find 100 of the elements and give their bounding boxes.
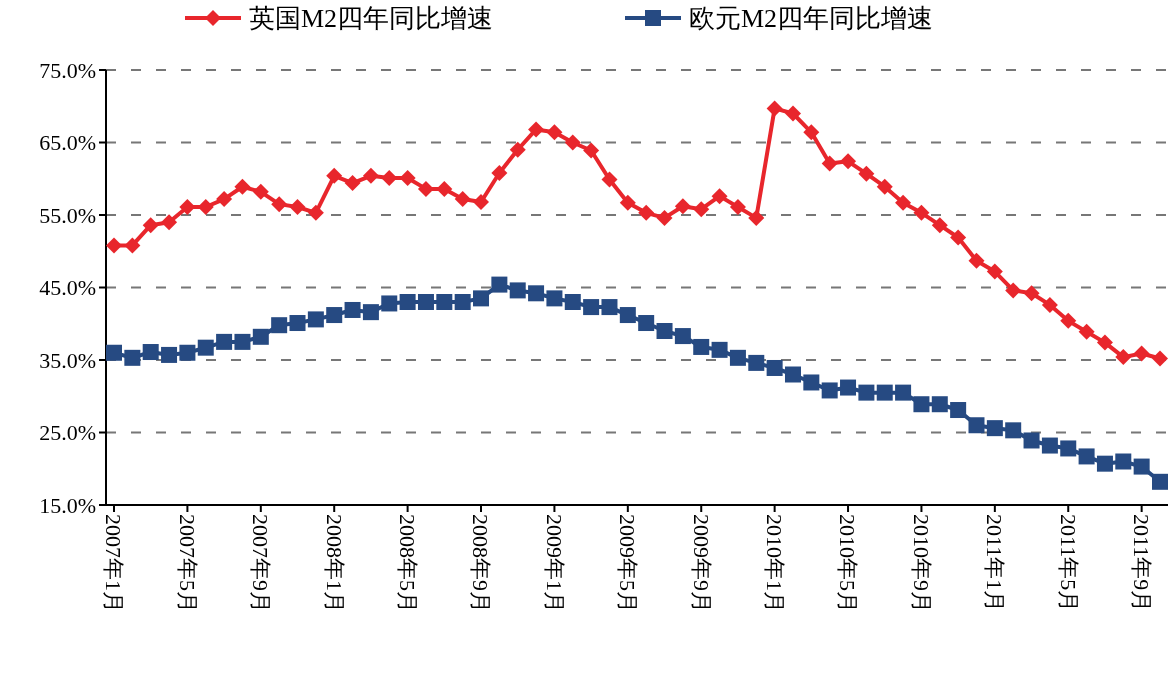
y-tick-label: 75.0% [39, 57, 96, 83]
point [803, 374, 820, 391]
point [784, 366, 801, 383]
point [252, 328, 269, 345]
point [1152, 350, 1168, 367]
point [656, 323, 673, 339]
point [161, 214, 178, 231]
point [399, 170, 416, 187]
point [895, 384, 912, 401]
x-tick-label: 2011年5月 [1055, 514, 1081, 613]
x-tick-label: 2010年1月 [761, 514, 787, 613]
point [124, 237, 141, 254]
point [1152, 473, 1168, 490]
legend-label: 英国M2四年同比增速 [249, 4, 494, 34]
y-tick-label: 25.0% [39, 420, 96, 446]
point [674, 198, 691, 215]
point [362, 304, 379, 321]
point [766, 359, 783, 376]
point [840, 153, 857, 170]
point [1041, 296, 1058, 313]
point [124, 349, 141, 366]
point [913, 396, 930, 413]
point [821, 155, 838, 172]
point [858, 384, 875, 401]
point [142, 217, 159, 234]
point [417, 294, 434, 310]
x-tick-label: 2007年5月 [174, 514, 200, 613]
point [1096, 334, 1113, 351]
point [803, 124, 820, 141]
point [509, 141, 526, 158]
point [821, 382, 838, 399]
point [619, 307, 636, 324]
point [326, 167, 343, 184]
point [748, 354, 765, 371]
point [1023, 432, 1040, 449]
point [473, 290, 490, 307]
point [1005, 422, 1022, 439]
point [986, 263, 1003, 280]
y-tick-label: 65.0% [39, 130, 96, 156]
point [1060, 440, 1077, 457]
point [234, 178, 251, 195]
point [106, 344, 122, 361]
point [289, 199, 306, 216]
point [913, 204, 930, 221]
point [362, 167, 379, 184]
point [417, 180, 434, 197]
point [381, 170, 398, 187]
point [968, 417, 985, 434]
point [729, 199, 746, 216]
point [1133, 345, 1150, 362]
x-tick-label: 2008年5月 [394, 514, 420, 613]
point [638, 315, 655, 332]
point [601, 299, 618, 316]
point [271, 196, 288, 213]
point [950, 402, 967, 419]
point [1115, 453, 1132, 470]
point [344, 301, 361, 318]
point [1041, 437, 1058, 454]
point [473, 193, 490, 210]
y-tick-label: 45.0% [39, 275, 96, 301]
point [1060, 312, 1077, 329]
point [693, 201, 710, 218]
point [784, 105, 801, 122]
point [234, 333, 251, 350]
x-tick-label: 2009年1月 [541, 514, 567, 613]
point [1023, 285, 1040, 302]
point [179, 199, 196, 216]
point [252, 183, 269, 200]
point [454, 294, 471, 310]
point [1115, 349, 1132, 366]
point [583, 142, 600, 159]
point [656, 209, 673, 226]
point [142, 344, 159, 361]
point [840, 379, 857, 396]
point [528, 285, 545, 302]
point [344, 175, 361, 192]
x-tick-label: 2008年1月 [321, 514, 347, 613]
point [307, 204, 324, 221]
point [748, 209, 765, 226]
point [674, 328, 691, 345]
point [601, 171, 618, 188]
y-tick-label: 35.0% [39, 347, 96, 373]
point [876, 178, 893, 195]
point [454, 191, 471, 208]
point [491, 276, 508, 293]
point [546, 124, 563, 141]
point [399, 294, 416, 310]
point [106, 237, 122, 254]
point [638, 204, 655, 221]
point [326, 307, 343, 324]
point [711, 341, 728, 358]
point [564, 294, 581, 310]
x-tick-label: 2008年9月 [468, 514, 494, 613]
x-tick-label: 2011年1月 [982, 514, 1008, 613]
point [307, 311, 324, 328]
point [895, 194, 912, 211]
point [619, 194, 636, 211]
point [436, 294, 453, 310]
point [729, 349, 746, 366]
point [564, 134, 581, 151]
